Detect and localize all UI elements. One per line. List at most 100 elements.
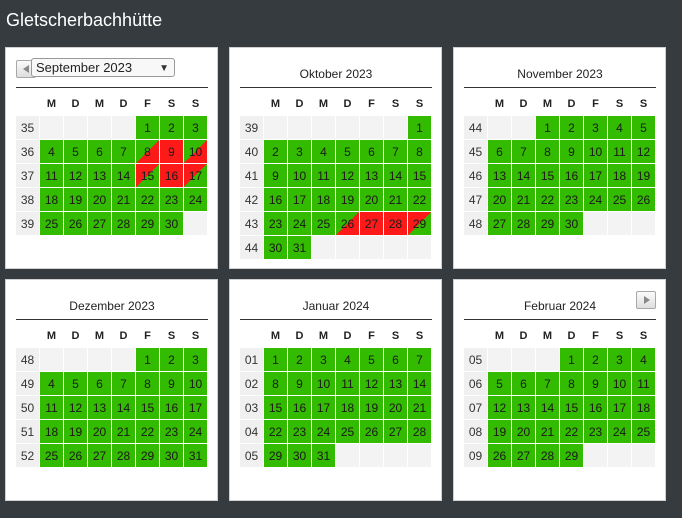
- day-cell[interactable]: 2: [264, 140, 287, 163]
- day-cell[interactable]: 24: [312, 420, 335, 443]
- day-cell[interactable]: 29: [136, 212, 159, 235]
- day-cell[interactable]: 29: [264, 444, 287, 467]
- day-cell[interactable]: 15: [136, 164, 159, 187]
- day-cell[interactable]: 1: [408, 116, 431, 139]
- day-cell[interactable]: 19: [64, 188, 87, 211]
- day-cell[interactable]: 11: [40, 164, 63, 187]
- day-cell[interactable]: 3: [312, 348, 335, 371]
- day-cell[interactable]: 17: [584, 164, 607, 187]
- day-cell[interactable]: 30: [288, 444, 311, 467]
- day-cell[interactable]: 12: [336, 164, 359, 187]
- day-cell[interactable]: 5: [336, 140, 359, 163]
- day-cell[interactable]: 23: [584, 420, 607, 443]
- day-cell[interactable]: 14: [112, 396, 135, 419]
- day-cell[interactable]: 16: [584, 396, 607, 419]
- day-cell[interactable]: 24: [584, 188, 607, 211]
- day-cell[interactable]: 13: [88, 164, 111, 187]
- day-cell[interactable]: 25: [608, 188, 631, 211]
- day-cell[interactable]: 18: [632, 396, 655, 419]
- day-cell[interactable]: 17: [184, 396, 207, 419]
- day-cell[interactable]: 9: [288, 372, 311, 395]
- day-cell[interactable]: 3: [584, 116, 607, 139]
- day-cell[interactable]: 14: [384, 164, 407, 187]
- day-cell[interactable]: 20: [512, 420, 535, 443]
- day-cell[interactable]: 19: [64, 420, 87, 443]
- day-cell[interactable]: 15: [408, 164, 431, 187]
- day-cell[interactable]: 8: [536, 140, 559, 163]
- day-cell[interactable]: 16: [264, 188, 287, 211]
- day-cell[interactable]: 16: [160, 396, 183, 419]
- day-cell[interactable]: 12: [64, 396, 87, 419]
- day-cell[interactable]: 8: [408, 140, 431, 163]
- day-cell[interactable]: 26: [336, 212, 359, 235]
- day-cell[interactable]: 10: [312, 372, 335, 395]
- day-cell[interactable]: 8: [136, 140, 159, 163]
- day-cell[interactable]: 31: [288, 236, 311, 259]
- day-cell[interactable]: 14: [408, 372, 431, 395]
- day-cell[interactable]: 13: [360, 164, 383, 187]
- day-cell[interactable]: 31: [184, 444, 207, 467]
- day-cell[interactable]: 3: [608, 348, 631, 371]
- day-cell[interactable]: 7: [384, 140, 407, 163]
- day-cell[interactable]: 12: [488, 396, 511, 419]
- day-cell[interactable]: 27: [384, 420, 407, 443]
- day-cell[interactable]: 9: [160, 372, 183, 395]
- day-cell[interactable]: 28: [112, 444, 135, 467]
- day-cell[interactable]: 12: [64, 164, 87, 187]
- day-cell[interactable]: 15: [560, 396, 583, 419]
- day-cell[interactable]: 25: [40, 444, 63, 467]
- day-cell[interactable]: 2: [160, 348, 183, 371]
- day-cell[interactable]: 6: [360, 140, 383, 163]
- day-cell[interactable]: 6: [88, 140, 111, 163]
- day-cell[interactable]: 13: [488, 164, 511, 187]
- day-cell[interactable]: 16: [560, 164, 583, 187]
- day-cell[interactable]: 27: [360, 212, 383, 235]
- day-cell[interactable]: 18: [336, 396, 359, 419]
- day-cell[interactable]: 23: [560, 188, 583, 211]
- day-cell[interactable]: 15: [136, 396, 159, 419]
- day-cell[interactable]: 26: [488, 444, 511, 467]
- day-cell[interactable]: 6: [88, 372, 111, 395]
- day-cell[interactable]: 13: [384, 372, 407, 395]
- day-cell[interactable]: 13: [512, 396, 535, 419]
- day-cell[interactable]: 10: [288, 164, 311, 187]
- day-cell[interactable]: 29: [136, 444, 159, 467]
- day-cell[interactable]: 26: [360, 420, 383, 443]
- day-cell[interactable]: 30: [560, 212, 583, 235]
- day-cell[interactable]: 25: [336, 420, 359, 443]
- day-cell[interactable]: 21: [112, 188, 135, 211]
- day-cell[interactable]: 19: [488, 420, 511, 443]
- day-cell[interactable]: 19: [632, 164, 655, 187]
- day-cell[interactable]: 4: [336, 348, 359, 371]
- day-cell[interactable]: 19: [336, 188, 359, 211]
- day-cell[interactable]: 12: [360, 372, 383, 395]
- day-cell[interactable]: 31: [312, 444, 335, 467]
- day-cell[interactable]: 14: [512, 164, 535, 187]
- day-cell[interactable]: 5: [360, 348, 383, 371]
- day-cell[interactable]: 9: [160, 140, 183, 163]
- day-cell[interactable]: 20: [488, 188, 511, 211]
- day-cell[interactable]: 16: [288, 396, 311, 419]
- day-cell[interactable]: 4: [608, 116, 631, 139]
- day-cell[interactable]: 29: [536, 212, 559, 235]
- day-cell[interactable]: 28: [512, 212, 535, 235]
- day-cell[interactable]: 30: [264, 236, 287, 259]
- day-cell[interactable]: 3: [288, 140, 311, 163]
- day-cell[interactable]: 25: [632, 420, 655, 443]
- day-cell[interactable]: 8: [136, 372, 159, 395]
- day-cell[interactable]: 21: [536, 420, 559, 443]
- day-cell[interactable]: 21: [112, 420, 135, 443]
- day-cell[interactable]: 10: [608, 372, 631, 395]
- day-cell[interactable]: 25: [40, 212, 63, 235]
- day-cell[interactable]: 24: [288, 212, 311, 235]
- day-cell[interactable]: 20: [88, 420, 111, 443]
- day-cell[interactable]: 15: [264, 396, 287, 419]
- day-cell[interactable]: 7: [112, 372, 135, 395]
- day-cell[interactable]: 10: [584, 140, 607, 163]
- day-cell[interactable]: 11: [40, 396, 63, 419]
- day-cell[interactable]: 1: [264, 348, 287, 371]
- day-cell[interactable]: 13: [88, 396, 111, 419]
- day-cell[interactable]: 24: [184, 188, 207, 211]
- day-cell[interactable]: 22: [136, 420, 159, 443]
- day-cell[interactable]: 24: [184, 420, 207, 443]
